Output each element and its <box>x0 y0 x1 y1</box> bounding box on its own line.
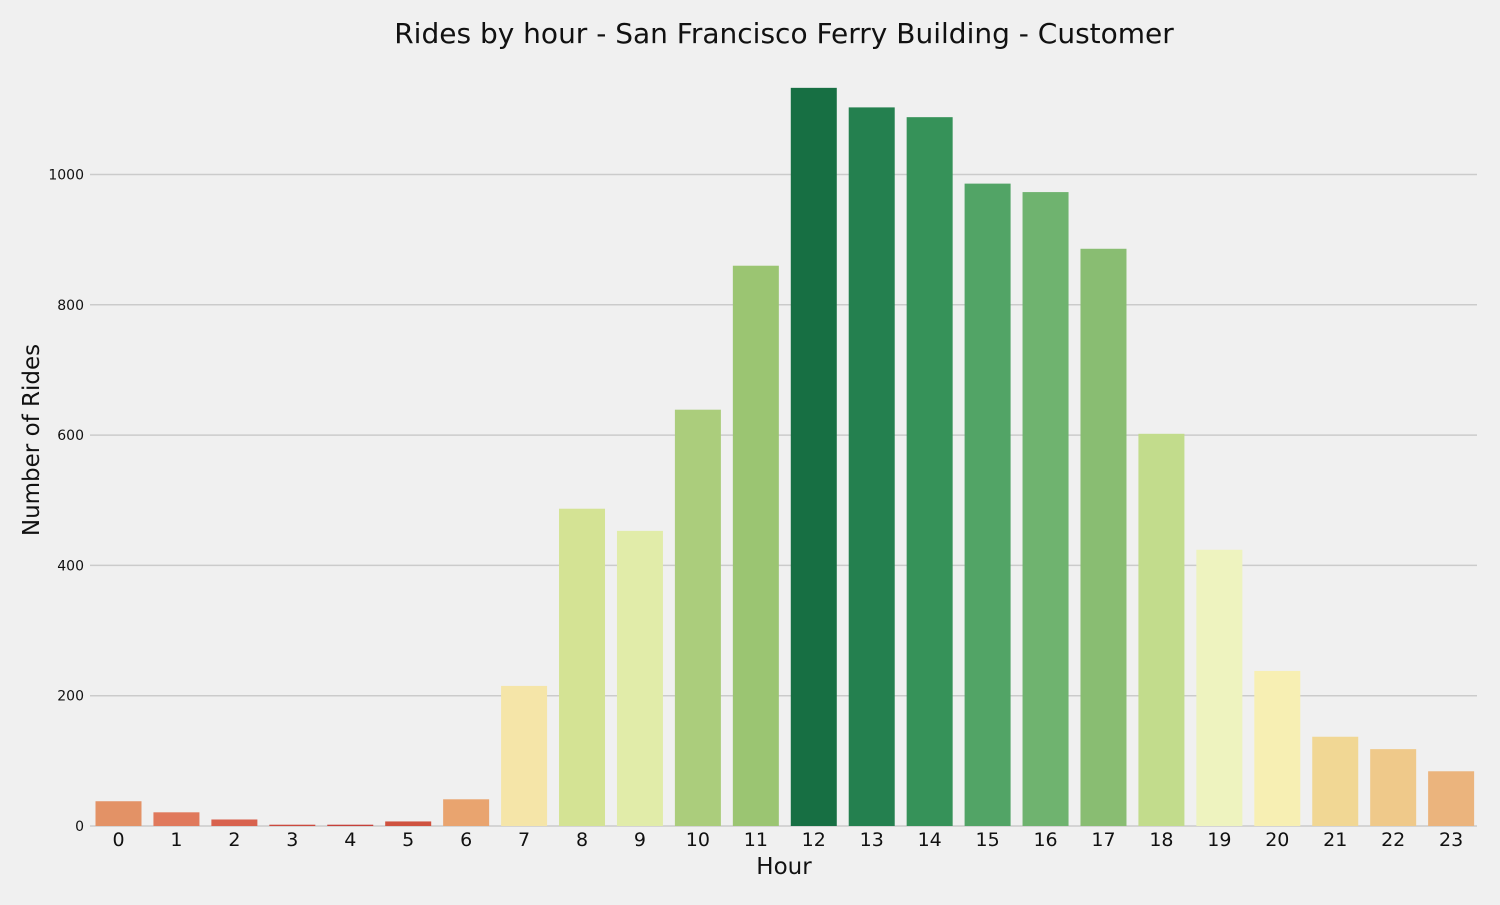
bar-hour-18 <box>1138 433 1185 826</box>
x-tick-label: 17 <box>1091 829 1115 851</box>
x-tick-label: 21 <box>1323 829 1347 851</box>
x-tick-label: 23 <box>1439 829 1463 851</box>
bar-hour-19 <box>1196 549 1243 826</box>
bar-hour-8 <box>559 508 606 826</box>
x-tick-label: 7 <box>518 829 530 851</box>
x-tick-label: 14 <box>918 829 942 851</box>
y-axis-label: Number of Rides <box>19 344 45 536</box>
bar-hour-0 <box>95 801 142 826</box>
bar-hour-12 <box>790 87 837 826</box>
x-tick-label: 18 <box>1149 829 1173 851</box>
y-tick-label: 200 <box>57 689 84 705</box>
bar-hour-17 <box>1080 248 1127 826</box>
y-tick-label: 400 <box>57 558 84 574</box>
bar-hour-22 <box>1370 749 1417 826</box>
x-tick-label: 22 <box>1381 829 1405 851</box>
bar-hour-2 <box>211 819 258 826</box>
y-tick-label: 0 <box>75 819 84 835</box>
y-tick-label: 800 <box>57 298 84 314</box>
x-axis-label: Hour <box>756 854 812 880</box>
x-tick-label: 8 <box>576 829 588 851</box>
bar-hour-7 <box>501 685 548 826</box>
x-tick-label: 20 <box>1265 829 1289 851</box>
x-tick-label: 12 <box>802 829 826 851</box>
bar-hour-4 <box>327 824 374 826</box>
y-tick-label: 600 <box>57 428 84 444</box>
x-tick-labels: 0 1 2 3 4 5 6 7 8 9 10 11 12 13 14 15 16 17 18 19 20 21 22 23 <box>112 829 1463 851</box>
bar-hour-14 <box>906 117 953 827</box>
x-tick-label: 0 <box>112 829 124 851</box>
bar-hour-13 <box>848 107 895 826</box>
chart-title: Rides by hour - San Francisco Ferry Buil… <box>394 17 1174 50</box>
x-tick-label: 10 <box>686 829 710 851</box>
x-tick-label: 16 <box>1033 829 1057 851</box>
y-tick-labels: 0 200 400 600 800 1000 <box>48 168 84 836</box>
bar-hour-9 <box>616 530 663 826</box>
bar-hour-21 <box>1312 736 1359 826</box>
bar-hour-16 <box>1022 192 1069 826</box>
x-tick-label: 4 <box>344 829 356 851</box>
bar-hour-3 <box>269 824 316 826</box>
bar-hour-6 <box>443 799 490 826</box>
bar-hour-15 <box>964 183 1011 827</box>
bar-hour-5 <box>385 821 432 826</box>
x-tick-label: 15 <box>976 829 1000 851</box>
x-tick-label: 19 <box>1207 829 1231 851</box>
bar-hour-10 <box>674 409 721 826</box>
x-tick-label: 5 <box>402 829 414 851</box>
x-tick-label: 6 <box>460 829 472 851</box>
x-tick-label: 3 <box>286 829 298 851</box>
bar-hour-23 <box>1428 771 1475 826</box>
bar-hour-1 <box>153 812 200 826</box>
x-tick-label: 13 <box>860 829 884 851</box>
bar-hour-11 <box>732 265 779 827</box>
bars <box>95 87 1475 827</box>
y-tick-label: 1000 <box>48 168 84 184</box>
x-tick-label: 2 <box>228 829 240 851</box>
bar-hour-20 <box>1254 670 1301 826</box>
x-tick-label: 9 <box>634 829 646 851</box>
grid-lines <box>90 173 1477 827</box>
x-tick-label: 1 <box>170 829 182 851</box>
x-tick-label: 11 <box>744 829 768 851</box>
